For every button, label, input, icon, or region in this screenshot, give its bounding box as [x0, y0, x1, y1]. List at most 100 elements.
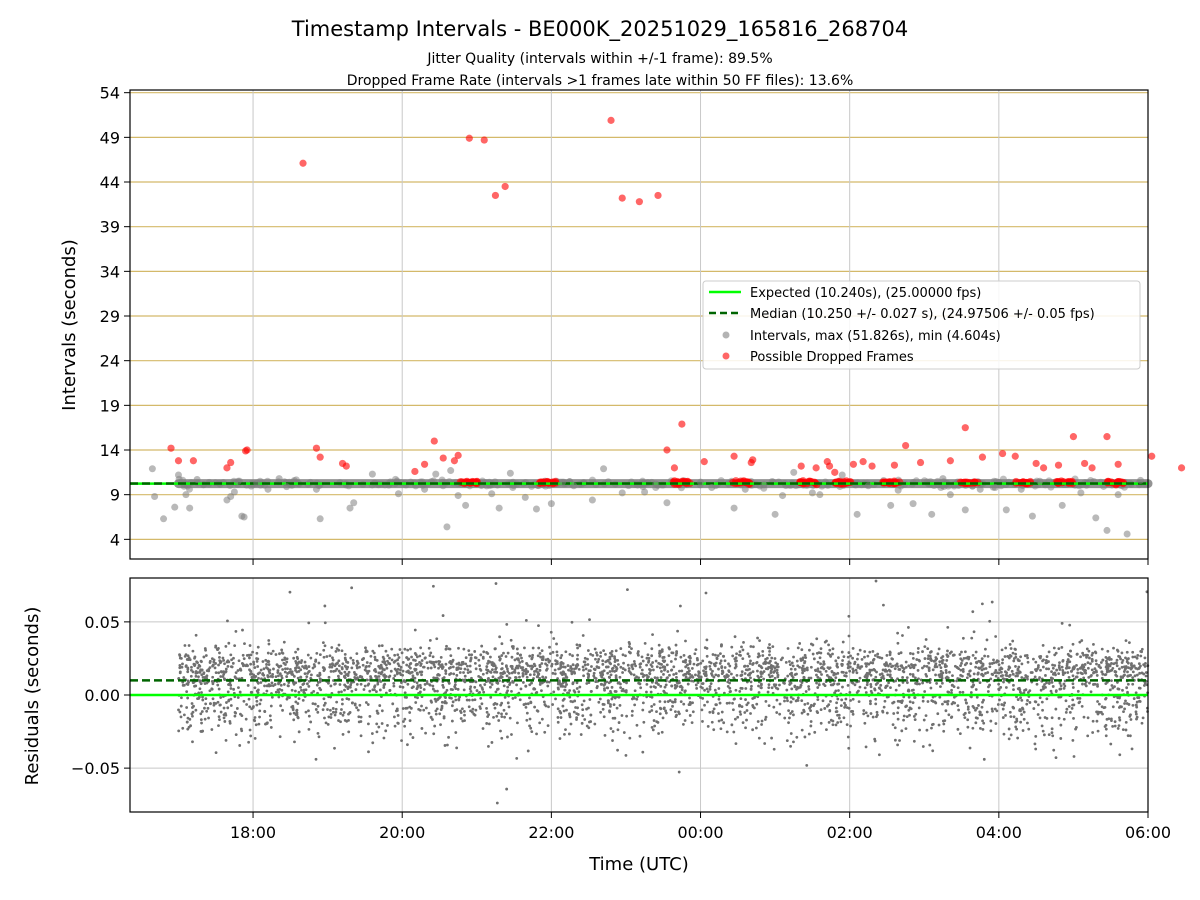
residual-point — [587, 669, 591, 673]
residual-point — [422, 665, 425, 669]
residual-point — [297, 670, 301, 673]
residual-point — [988, 662, 992, 666]
residual-point — [364, 701, 368, 704]
residual-point — [744, 698, 747, 701]
residual-point — [1087, 675, 1091, 679]
residual-point — [927, 654, 930, 658]
residual-point — [768, 661, 771, 665]
residual-point — [508, 716, 512, 720]
residual-point — [1040, 700, 1044, 704]
residual-point — [1057, 647, 1061, 651]
interval-outlier-point — [182, 491, 190, 499]
residual-point — [294, 669, 297, 672]
residual-point — [226, 690, 230, 694]
residual-point — [485, 710, 489, 714]
residual-point — [1041, 643, 1045, 647]
residual-point — [1075, 652, 1079, 656]
residual-point — [875, 710, 879, 714]
residual-point — [186, 683, 190, 686]
interval-outlier-point — [946, 491, 954, 499]
residual-point — [538, 683, 542, 686]
residual-point — [531, 653, 535, 657]
residual-point — [776, 687, 780, 691]
residual-point — [648, 710, 652, 714]
residual-point — [304, 710, 308, 714]
residual-point — [1118, 655, 1122, 659]
residual-point — [1075, 663, 1078, 667]
residual-point — [438, 712, 442, 716]
residual-point — [524, 684, 528, 688]
residual-point — [307, 728, 311, 731]
residual-point — [967, 655, 971, 659]
residual-point — [1032, 657, 1035, 661]
residual-point — [551, 703, 555, 706]
residual-point — [569, 722, 573, 726]
residual-point — [882, 705, 886, 709]
residual-point — [382, 736, 386, 740]
interval-outlier-point — [495, 504, 503, 512]
residual-point — [1026, 656, 1030, 660]
residual-point — [1050, 670, 1053, 673]
residual-point — [504, 655, 508, 658]
residual-point — [563, 685, 567, 688]
residual-point — [756, 720, 760, 723]
residual-point — [246, 664, 249, 668]
residual-point — [475, 689, 479, 692]
residual-point — [194, 633, 198, 637]
residual-point — [1038, 716, 1042, 720]
residual-point — [905, 715, 909, 719]
residual-point — [1034, 669, 1038, 673]
residual-point — [966, 725, 970, 729]
residual-point — [891, 701, 895, 705]
residual-point — [828, 648, 832, 652]
residual-point — [690, 667, 694, 670]
residual-point — [869, 685, 873, 689]
residual-point — [660, 730, 664, 734]
residual-point — [788, 716, 791, 720]
residual-point — [949, 716, 953, 719]
residual-point — [891, 664, 895, 668]
residual-point — [856, 663, 860, 667]
residual-point — [358, 674, 362, 678]
residual-point — [1128, 734, 1132, 738]
residual-point — [876, 655, 880, 659]
residual-point — [369, 661, 373, 665]
residual-point — [402, 679, 406, 682]
residual-point — [891, 723, 895, 727]
residual-point — [459, 667, 463, 671]
residual-point — [408, 711, 412, 714]
dropped-outlier-point — [167, 444, 175, 452]
dropped-outlier-point — [961, 424, 969, 432]
residual-point — [997, 663, 1001, 667]
residual-point — [255, 659, 259, 663]
interval-outlier-point — [939, 475, 947, 483]
residual-point — [842, 655, 846, 658]
residual-point — [396, 653, 400, 657]
residual-point — [452, 672, 456, 676]
residual-point — [295, 655, 299, 659]
residual-point — [638, 665, 642, 669]
residual-point — [495, 688, 499, 691]
residual-point — [923, 645, 927, 649]
residual-point — [1122, 665, 1126, 669]
residual-point — [939, 685, 942, 689]
residual-point — [1065, 662, 1069, 666]
residual-point — [978, 666, 982, 670]
residual-point — [593, 647, 597, 651]
residual-point — [931, 668, 935, 672]
residual-point — [919, 678, 923, 682]
residual-point — [1102, 706, 1106, 710]
residual-point — [373, 667, 377, 671]
residual-point — [1120, 665, 1124, 669]
residual-point — [809, 720, 813, 723]
residual-point — [1086, 734, 1090, 738]
residual-point — [901, 634, 904, 637]
residual-point — [1120, 661, 1124, 664]
residual-point — [587, 726, 591, 730]
residual-point — [356, 708, 360, 712]
dropped-outlier-point — [420, 460, 429, 468]
residual-point — [494, 582, 498, 585]
residual-point — [668, 673, 671, 677]
residual-point — [432, 676, 436, 680]
